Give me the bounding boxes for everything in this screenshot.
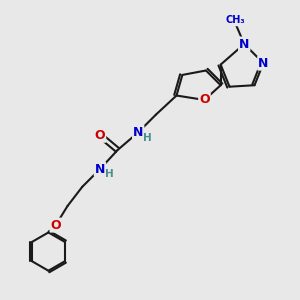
Text: H: H (105, 169, 114, 179)
Text: O: O (50, 219, 61, 232)
Text: CH₃: CH₃ (226, 15, 245, 26)
Text: N: N (258, 57, 268, 70)
Text: O: O (199, 93, 210, 106)
Text: N: N (239, 38, 249, 50)
Text: H: H (143, 133, 152, 142)
Text: N: N (133, 126, 143, 139)
Text: O: O (94, 129, 105, 142)
Text: N: N (95, 163, 105, 176)
